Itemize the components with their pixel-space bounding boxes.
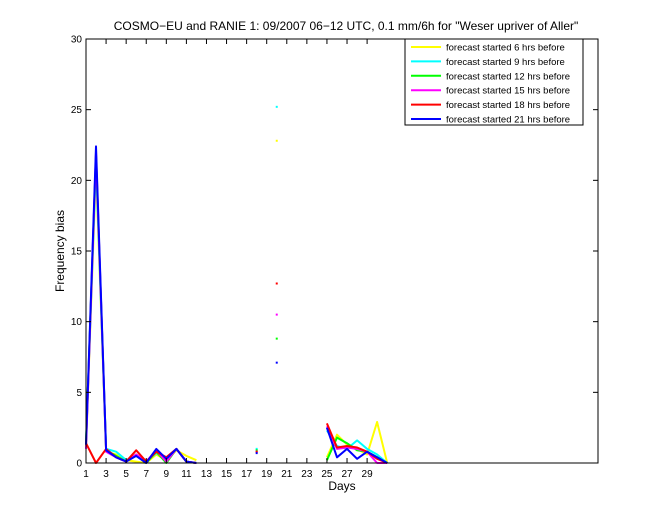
x-tick-label: 11 [181, 469, 192, 480]
series-line [325, 427, 388, 464]
legend: forecast started 6 hrs before forecast st… [404, 38, 584, 126]
x-tick-label: 1 [83, 469, 89, 480]
x-tick-label: 27 [341, 469, 353, 480]
x-tick-label: 19 [261, 469, 273, 480]
series-6 [85, 145, 388, 464]
legend-label: forecast started 18 hrs before [446, 100, 570, 111]
legend-box [404, 38, 584, 126]
legend-entry: forecast started 15 hrs before [411, 86, 570, 97]
y-tick-label: 20 [71, 176, 83, 187]
legend-entry: forecast started 12 hrs before [411, 71, 570, 82]
series-line [325, 423, 388, 464]
legend-entry: forecast started 6 hrs before [411, 43, 565, 54]
x-tick-label: 21 [281, 469, 293, 480]
chart-title: COSMO−EU and RANIE 1: 09/2007 06−12 UTC,… [114, 19, 579, 33]
x-tick-label: 17 [241, 469, 253, 480]
x-tick-label: 7 [143, 469, 149, 480]
x-tick-label: 23 [301, 469, 313, 480]
x-tick-label: 29 [362, 469, 374, 480]
x-tick-label: 3 [103, 469, 109, 480]
x-tick-label: 15 [221, 469, 233, 480]
legend-label: forecast started 9 hrs before [446, 57, 565, 68]
legend-label: forecast started 6 hrs before [446, 43, 565, 54]
x-tick-label: 25 [321, 469, 333, 480]
legend-entry: forecast started 9 hrs before [411, 57, 565, 68]
legend-entry: forecast started 21 hrs before [411, 115, 570, 126]
y-tick-label: 30 [71, 35, 83, 46]
y-axis-title: Frequency bias [53, 210, 67, 292]
series-line [85, 145, 197, 464]
x-tick-label: 9 [164, 469, 170, 480]
y-tick-label: 10 [71, 317, 83, 328]
legend-label: forecast started 15 hrs before [446, 86, 570, 97]
x-tick-label: 5 [123, 469, 129, 480]
x-axis-title: Days [328, 479, 355, 493]
legend-label: forecast started 21 hrs before [446, 115, 570, 126]
y-tick-label: 15 [71, 247, 83, 258]
y-tick-label: 5 [76, 388, 82, 399]
legend-entry: forecast started 18 hrs before [411, 100, 570, 111]
y-tick-label: 25 [71, 105, 83, 116]
x-tick-label: 13 [201, 469, 213, 480]
legend-label: forecast started 12 hrs before [446, 71, 570, 82]
y-tick-label: 0 [76, 459, 82, 470]
